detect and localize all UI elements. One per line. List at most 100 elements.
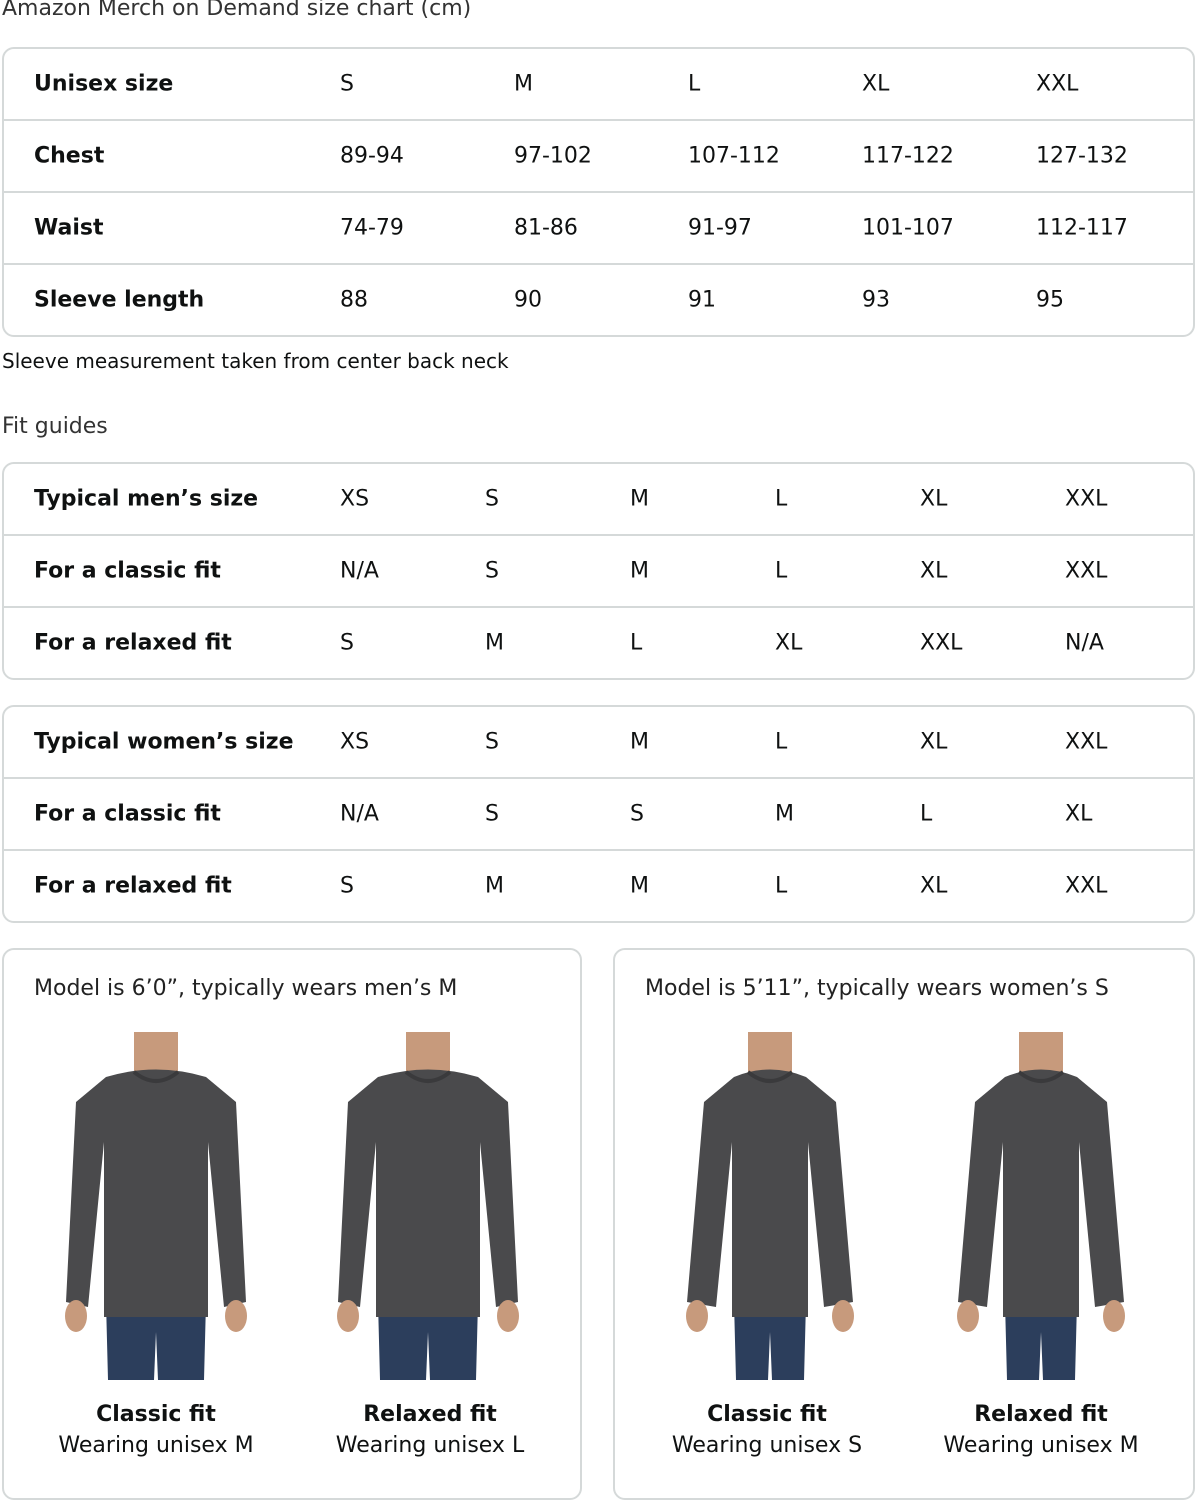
cell-value: M (630, 486, 649, 512)
wearing-label: Wearing unisex L (335, 1433, 525, 1458)
cell-value: N/A (1065, 630, 1104, 656)
row-label: Typical women’s size (34, 729, 294, 755)
row-label: For a classic fit (34, 558, 221, 584)
cell-value: S (485, 558, 499, 584)
cell-value: M (485, 630, 504, 656)
model-neck (134, 1032, 178, 1072)
fit-label: Relaxed fit (363, 1402, 497, 1427)
model-photo-classic (46, 1032, 266, 1382)
shirt (66, 1069, 246, 1317)
shirt (958, 1069, 1124, 1317)
cell-value: S (485, 729, 499, 755)
cell-value: 117-122 (862, 143, 954, 169)
model-neck (1019, 1032, 1063, 1072)
cell-value: XL (775, 630, 803, 656)
table-row: For a classic fit N/A S S M L XL (4, 777, 1193, 849)
hand (957, 1300, 979, 1332)
model-title: Model is 6’0”, typically wears men’s M (34, 976, 458, 1001)
row-label: Waist (34, 215, 104, 241)
cell-value: XL (862, 71, 890, 97)
cell-value: 81-86 (514, 215, 578, 241)
table-row: For a relaxed fit S M L XL XXL N/A (4, 606, 1193, 678)
cell-value: 127-132 (1036, 143, 1128, 169)
cell-value: XL (920, 873, 948, 899)
cell-value: XXL (1065, 486, 1108, 512)
cell-value: M (514, 71, 533, 97)
cell-value: 95 (1036, 287, 1064, 313)
unisex-size-table: Unisex size S M L XL XXL Chest 89-94 97-102 107-1… (2, 47, 1195, 337)
mens-fit-table: Typical men’s size XS S M L XL XXL For a classi… (2, 462, 1195, 680)
cell-value: 74-79 (340, 215, 404, 241)
cell-value: XL (1065, 801, 1093, 827)
cell-value: S (340, 630, 354, 656)
cell-value: S (485, 486, 499, 512)
hand (337, 1300, 359, 1332)
model-jeans (734, 1302, 806, 1380)
table-row: Chest 89-94 97-102 107-112 117-122 127-132 (4, 119, 1193, 191)
row-label: For a relaxed fit (34, 873, 232, 899)
hand (497, 1300, 519, 1332)
table-row: For a classic fit N/A S M L XL XXL (4, 534, 1193, 606)
cell-value: XXL (920, 630, 963, 656)
cell-value: M (630, 558, 649, 584)
table-row: For a relaxed fit S M M L XL XXL (4, 849, 1193, 921)
wearing-label: Wearing unisex S (671, 1433, 863, 1458)
model-jeans (378, 1302, 478, 1380)
cell-value: XXL (1065, 558, 1108, 584)
model-photo-relaxed (931, 1032, 1151, 1382)
cell-value: 91 (688, 287, 716, 313)
cell-value: M (775, 801, 794, 827)
fit-label: Classic fit (707, 1402, 827, 1427)
row-label: Sleeve length (34, 287, 205, 313)
chart-title: Amazon Merch on Demand size chart (cm) (2, 0, 472, 21)
shirt (338, 1069, 518, 1317)
model-photo-relaxed (318, 1032, 538, 1382)
model-jeans (106, 1302, 206, 1380)
cell-value: M (485, 873, 504, 899)
fit-label: Relaxed fit (974, 1402, 1108, 1427)
cell-value: 88 (340, 287, 368, 313)
wearing-label: Wearing unisex M (943, 1433, 1139, 1458)
womens-model-card: Model is 5’11”, typically wears women’s … (613, 948, 1195, 1500)
hand (1103, 1300, 1125, 1332)
cell-value: L (920, 801, 933, 827)
cell-value: 91-97 (688, 215, 752, 241)
womens-fit-table: Typical women’s size XS S M L XL XXL For a clas… (2, 705, 1195, 923)
wearing-label: Wearing unisex M (58, 1433, 254, 1458)
cell-value: L (688, 71, 701, 97)
cell-value: S (485, 801, 499, 827)
cell-value: L (775, 873, 788, 899)
hand (65, 1300, 87, 1332)
cell-value: L (775, 486, 788, 512)
cell-value: 93 (862, 287, 890, 313)
row-label: Typical men’s size (34, 486, 259, 512)
row-label: Unisex size (34, 71, 174, 97)
model-photo-classic (660, 1032, 880, 1382)
cell-value: XXL (1065, 729, 1108, 755)
cell-value: L (775, 558, 788, 584)
cell-value: 101-107 (862, 215, 954, 241)
cell-value: XXL (1036, 71, 1079, 97)
model-title: Model is 5’11”, typically wears women’s … (645, 976, 1109, 1001)
row-label: For a relaxed fit (34, 630, 232, 656)
shirt (687, 1069, 853, 1317)
cell-value: XXL (1065, 873, 1108, 899)
cell-value: L (775, 729, 788, 755)
model-jeans (1005, 1302, 1077, 1380)
cell-value: 90 (514, 287, 542, 313)
cell-value: S (630, 801, 644, 827)
table-row: Sleeve length 88 90 91 93 95 (4, 263, 1193, 335)
mens-model-card: Model is 6’0”, typically wears men’s M C… (2, 948, 582, 1500)
hand (225, 1300, 247, 1332)
cell-value: XL (920, 729, 948, 755)
table-row: Unisex size S M L XL XXL (4, 49, 1193, 119)
cell-value: XS (340, 729, 370, 755)
cell-value: 97-102 (514, 143, 592, 169)
collar (132, 1070, 180, 1083)
cell-value: N/A (340, 801, 379, 827)
cell-value: XS (340, 486, 370, 512)
cell-value: XL (920, 486, 948, 512)
row-label: For a classic fit (34, 801, 221, 827)
cell-value: XL (920, 558, 948, 584)
cell-value: N/A (340, 558, 379, 584)
